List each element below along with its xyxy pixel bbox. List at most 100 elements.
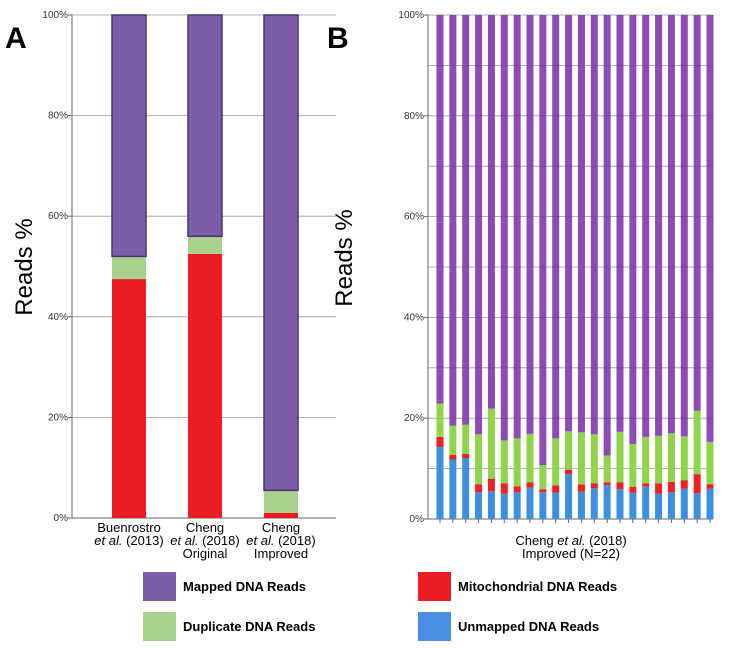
bar-segment <box>706 441 714 485</box>
bar-segment <box>565 431 573 470</box>
bar-segment <box>539 492 547 519</box>
bar-segment <box>552 438 560 486</box>
legend-swatch <box>418 612 451 641</box>
panel-label-b: B <box>327 22 349 55</box>
bar-segment <box>487 15 495 409</box>
legend-swatch <box>143 612 176 641</box>
y-tick-label: 20% <box>404 413 424 424</box>
bar-segment <box>577 15 585 433</box>
bar-segment <box>539 489 547 493</box>
bar-segment <box>449 454 457 460</box>
bar-segment <box>603 485 611 519</box>
y-tick-label: 100% <box>42 10 68 21</box>
legend-label: Unmapped DNA Reads <box>458 619 599 634</box>
bar-segment <box>655 15 663 436</box>
x-tick-label: et al. (2013) <box>94 533 163 548</box>
bar-segment <box>513 492 521 519</box>
bar-segment <box>680 15 688 437</box>
bar-segment <box>590 488 598 519</box>
bar-segment <box>500 493 508 519</box>
bar-segment <box>693 493 701 519</box>
bar-segment <box>263 14 299 492</box>
bar-segment <box>526 15 534 434</box>
bar-segment <box>462 424 470 454</box>
bar-segment <box>642 483 650 487</box>
bar-segment <box>436 446 444 519</box>
bar-segment <box>565 15 573 432</box>
bar-segment <box>629 492 637 519</box>
bar-segment <box>436 403 444 437</box>
bar-segment <box>577 491 585 519</box>
bar-segment <box>590 483 598 489</box>
bar-segment <box>706 484 714 489</box>
bar-segment <box>487 478 495 492</box>
legend-label: Duplicate DNA Reads <box>183 619 315 634</box>
bar-segment <box>436 15 444 404</box>
bar-segment <box>526 433 534 483</box>
bar-segment <box>526 482 534 488</box>
y-tick-label: 60% <box>404 212 424 223</box>
bar-segment <box>487 491 495 519</box>
x-axis-label: Improved (N=22) <box>522 546 620 561</box>
bar-segment <box>655 493 663 519</box>
bar-segment <box>577 484 585 492</box>
bar-segment <box>629 486 637 493</box>
bar-segment <box>264 490 298 513</box>
legend-swatch <box>418 572 451 601</box>
y-tick-label: 80% <box>48 111 68 122</box>
bar-segment <box>462 453 470 459</box>
bar-segment <box>603 482 611 486</box>
bar-segment <box>475 492 483 519</box>
bar-segment <box>667 492 675 519</box>
bar-segment <box>706 488 714 519</box>
x-tick-label: Cheng <box>186 520 224 535</box>
y-axis-label: Reads % <box>331 209 358 306</box>
x-axis-label: Cheng et al. (2018) <box>515 533 626 548</box>
bar-segment <box>629 443 637 487</box>
y-tick-label: 0% <box>54 513 69 524</box>
y-tick-label: 0% <box>410 514 425 525</box>
bar-segment <box>667 481 675 493</box>
bar-segment <box>642 436 650 484</box>
bar-segment <box>655 435 663 484</box>
bar-segment <box>539 15 547 466</box>
bar-segment <box>513 486 521 493</box>
bar-segment <box>552 492 560 519</box>
bar-segment <box>111 14 147 258</box>
bar-segment <box>655 483 663 494</box>
bar-segment <box>526 487 534 519</box>
bar-segment <box>500 483 508 494</box>
bar-segment <box>693 15 701 411</box>
bar-segment <box>680 480 688 489</box>
bar-segment <box>616 431 624 483</box>
bar-segment <box>449 459 457 519</box>
bar-segment <box>603 15 611 456</box>
bar-segment <box>539 465 547 490</box>
bar-segment <box>112 279 146 518</box>
y-tick-label: 100% <box>398 10 424 21</box>
bar-segment <box>616 482 624 490</box>
bar-segment <box>462 458 470 519</box>
x-tick-label: et al. (2018) <box>246 533 315 548</box>
bar-segment <box>693 410 701 475</box>
bar-segment <box>565 474 573 519</box>
bar-segment <box>449 425 457 455</box>
bar-segment <box>187 14 223 238</box>
bar-segment <box>475 15 483 435</box>
bar-segment <box>667 15 675 434</box>
bar-segment <box>616 15 624 432</box>
bar-segment <box>642 486 650 519</box>
bar-segment <box>693 474 701 494</box>
bar-segment <box>680 436 688 481</box>
bar-segment <box>475 484 483 493</box>
x-tick-label: et al. (2018) <box>170 533 239 548</box>
bar-segment <box>475 434 483 485</box>
bar-segment <box>188 253 222 519</box>
bar-segment <box>112 256 146 280</box>
y-tick-label: 40% <box>48 312 68 323</box>
x-tick-label: Buenrostro <box>97 520 161 535</box>
bar-segment <box>487 408 495 479</box>
bar-segment <box>264 512 298 518</box>
y-tick-label: 60% <box>48 211 68 222</box>
